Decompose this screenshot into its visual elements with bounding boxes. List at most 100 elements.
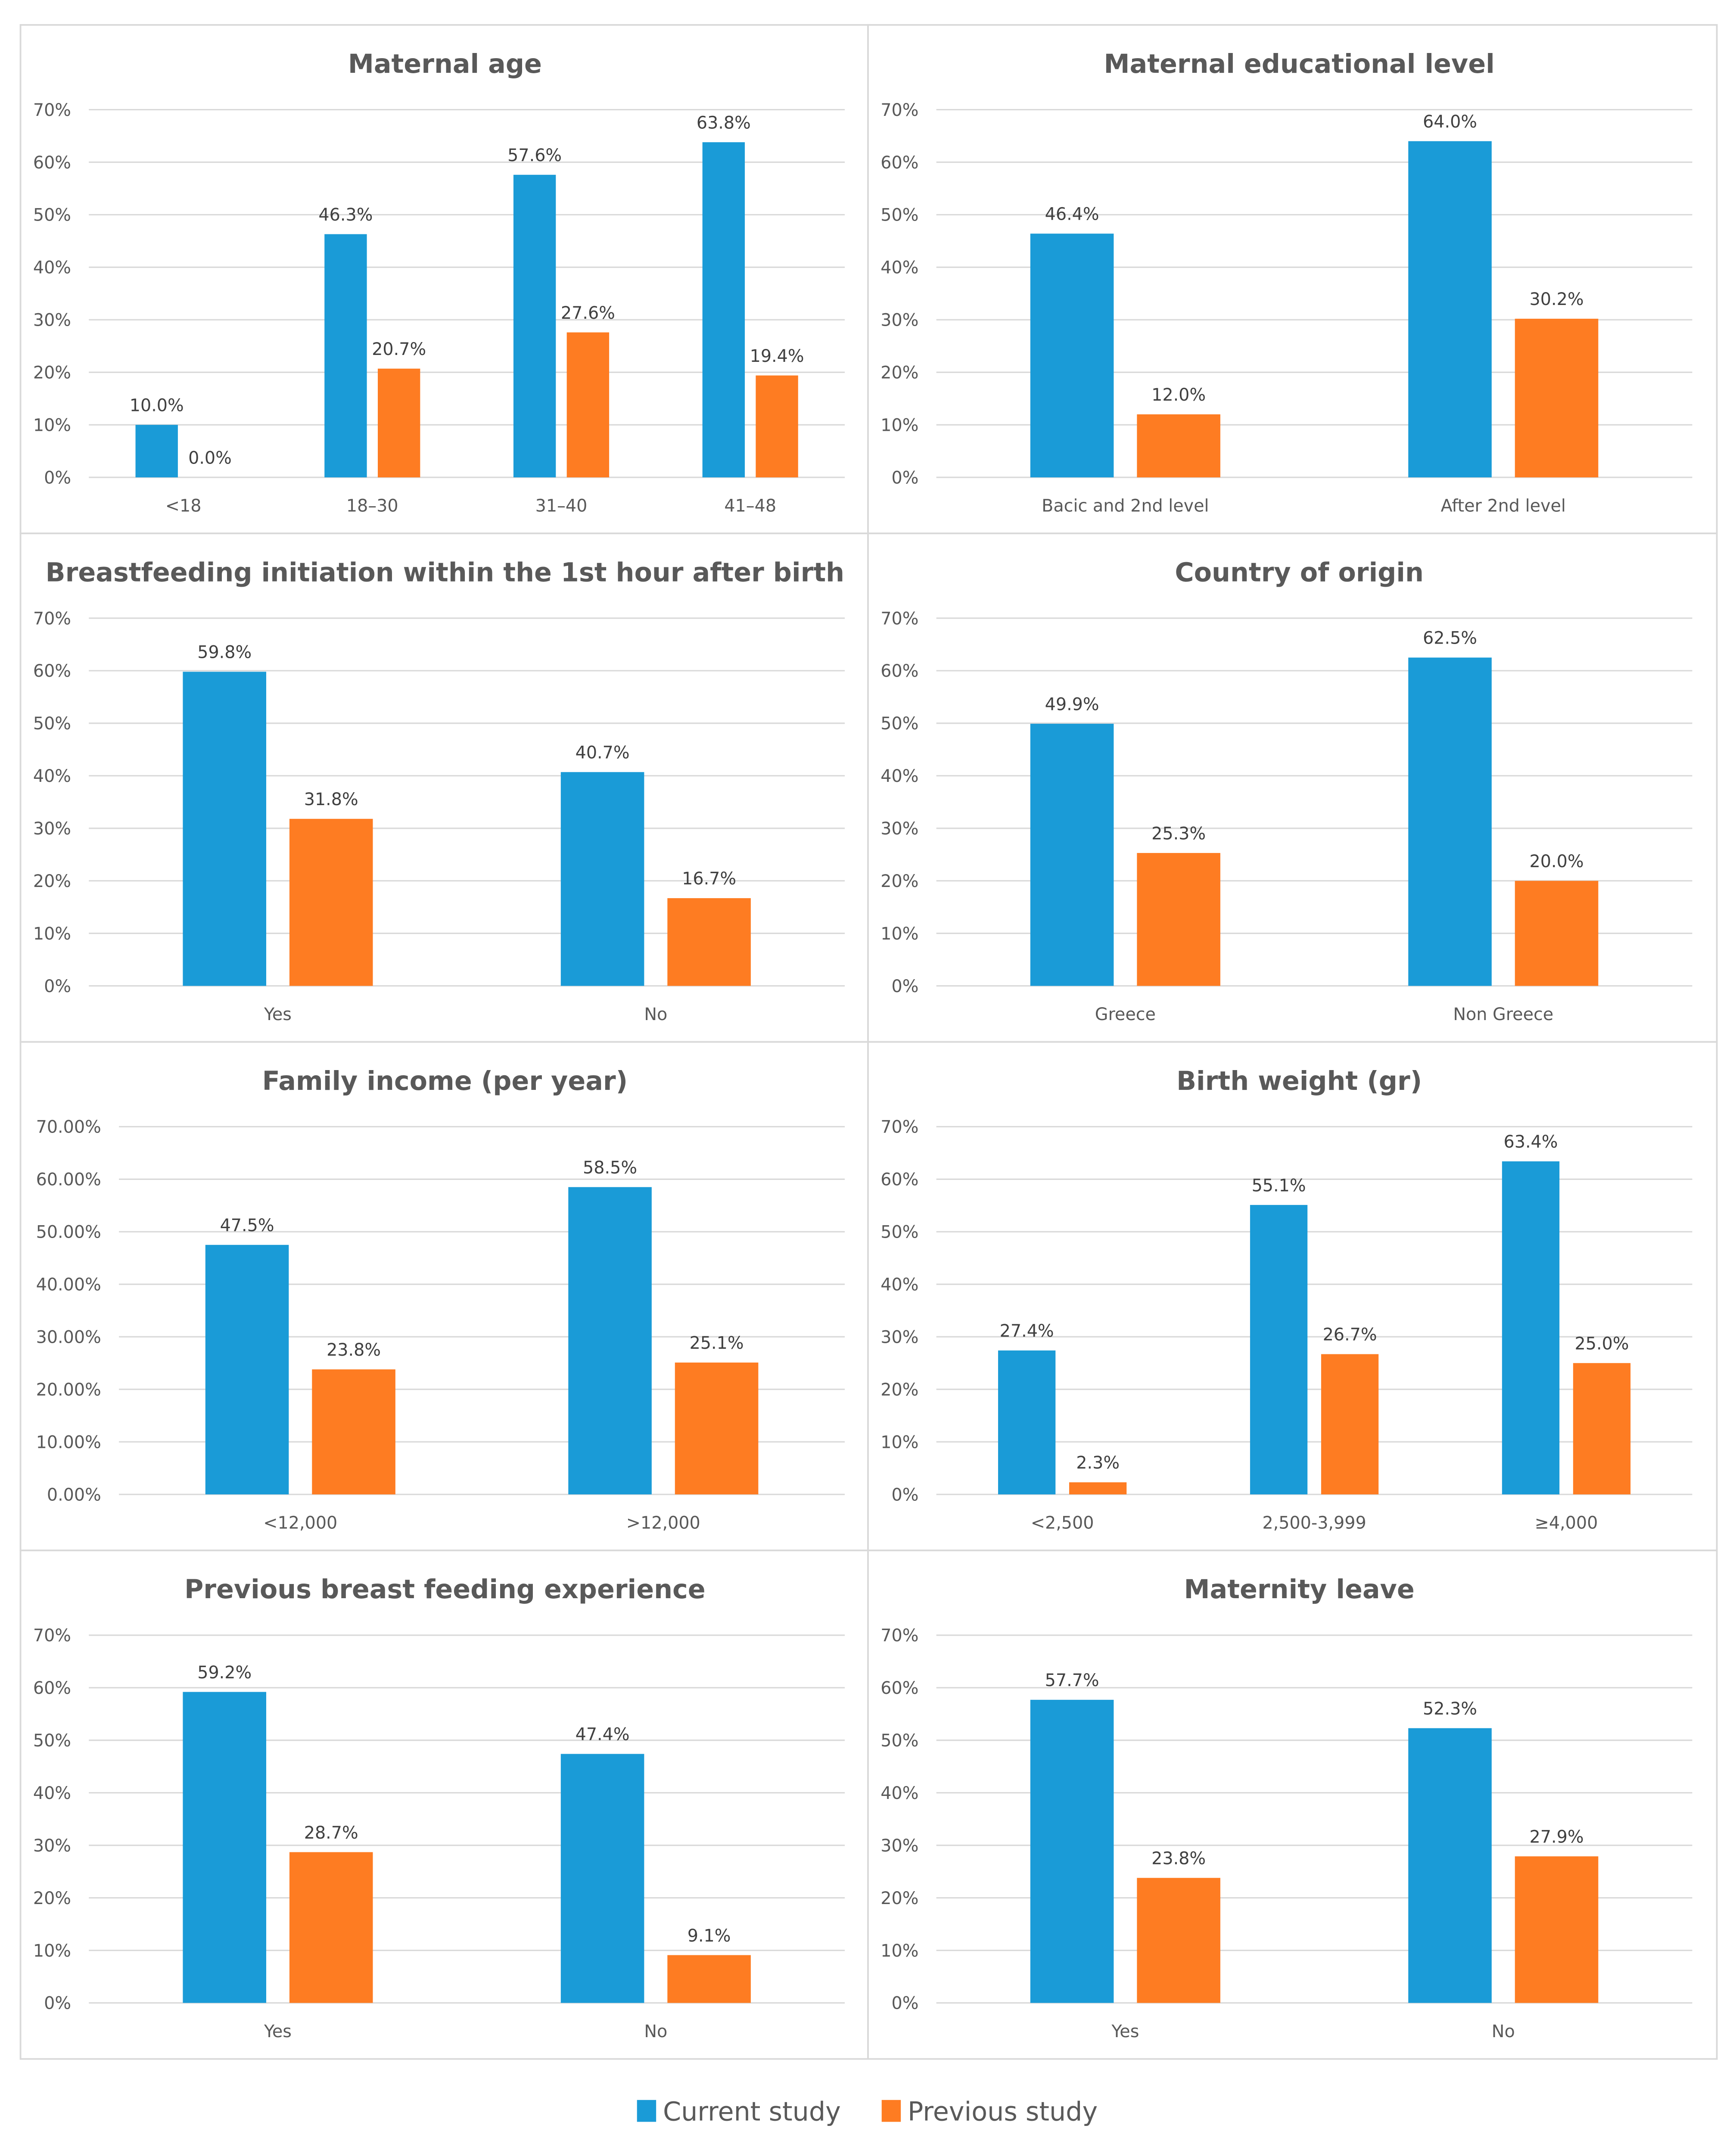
x-category-label: 2,500-3,999 — [1262, 1513, 1366, 1533]
y-tick-label: 20% — [880, 363, 918, 383]
y-tick-label: 30% — [880, 819, 918, 839]
y-tick-label: 40% — [33, 258, 71, 278]
chart-panel: Maternal age 0% 10% 20% 30% 40% 50% 60% 70% 10.0%… — [19, 24, 871, 535]
data-label: 23.8% — [327, 1340, 381, 1360]
legend-swatch-previous — [881, 2100, 901, 2122]
bar-previous-study — [667, 898, 751, 986]
data-label: 63.4% — [1503, 1132, 1558, 1152]
bar-previous-study — [1515, 1856, 1599, 2003]
y-tick-label: 60% — [880, 1678, 918, 1698]
bar-previous-study — [289, 818, 373, 986]
y-tick-label: 30% — [33, 311, 71, 330]
data-label: 12.0% — [1151, 385, 1206, 405]
bar-current-study — [560, 772, 644, 986]
y-tick-label: 10% — [33, 415, 71, 435]
bar-current-study — [1030, 233, 1114, 478]
y-tick-label: 10% — [33, 924, 71, 944]
chart-panel: Country of origin 0% 10% 20% 30% 40% 50% 60% 70%… — [867, 532, 1718, 1043]
legend: Current study Previous study — [637, 2097, 1098, 2127]
data-label: 57.7% — [1045, 1671, 1099, 1690]
data-label: 40.7% — [576, 743, 630, 763]
bar-current-study — [183, 672, 266, 986]
bar-current-study — [1030, 724, 1114, 986]
bar-current-study — [1250, 1205, 1308, 1495]
chart-title: Maternal age — [348, 49, 542, 79]
bar-previous-study — [312, 1369, 395, 1495]
bar-current-study — [1502, 1161, 1560, 1495]
bar-current-study — [135, 425, 178, 478]
data-label: 31.8% — [304, 790, 358, 809]
y-tick-label: 40% — [880, 1783, 918, 1803]
data-label: 63.8% — [697, 113, 751, 133]
x-category-label: <18 — [165, 496, 202, 516]
y-tick-label: 30.00% — [36, 1327, 101, 1347]
y-tick-label: 0% — [44, 1994, 71, 2013]
y-tick-label: 0% — [891, 1485, 918, 1505]
chart-panel: Maternal educational level 0% 10% 20% 30% 40%… — [867, 24, 1718, 535]
y-tick-label: 30% — [880, 311, 918, 330]
x-category-label: Greece — [1095, 1005, 1156, 1024]
y-tick-label: 20% — [880, 1380, 918, 1400]
x-category-label: >12,000 — [626, 1513, 700, 1533]
bar-current-study — [513, 174, 556, 478]
y-tick-label: 20% — [33, 363, 71, 383]
bar-previous-study — [756, 375, 798, 478]
y-tick-label: 60% — [33, 661, 71, 681]
chart-title: Country of origin — [1175, 557, 1423, 588]
data-label: 46.4% — [1045, 205, 1099, 224]
bar-current-study — [568, 1187, 652, 1495]
y-tick-label: 20% — [33, 871, 71, 891]
data-label: 10.0% — [130, 395, 184, 415]
y-tick-label: 50% — [33, 1731, 71, 1751]
data-label: 27.4% — [1000, 1321, 1054, 1341]
bar-current-study — [1408, 141, 1492, 478]
chart-panel: Breastfeeding initiation within the 1st … — [19, 532, 871, 1043]
data-label: 20.7% — [372, 339, 426, 359]
bar-current-study — [702, 142, 745, 478]
bar-previous-study — [667, 1955, 751, 2003]
y-tick-label: 50% — [880, 1731, 918, 1751]
bar-previous-study — [378, 368, 420, 478]
x-category-label: No — [644, 2022, 667, 2041]
bar-current-study — [324, 234, 367, 478]
data-label: 19.4% — [750, 346, 804, 366]
y-tick-label: 60% — [33, 153, 71, 173]
legend-label-current: Current study — [663, 2097, 841, 2127]
data-label: 26.7% — [1323, 1325, 1377, 1345]
chart-panel: Previous breast feeding experience 0% 10% 2… — [19, 1550, 871, 2060]
y-tick-label: 40% — [880, 1275, 918, 1295]
chart-title: Maternal educational level — [1104, 49, 1495, 79]
bar-current-study — [1408, 657, 1492, 986]
y-tick-label: 30% — [33, 1836, 71, 1856]
chart-panel: Birth weight (gr) 0% 10% 20% 30% 40% 50% 60% 70%… — [867, 1041, 1718, 1552]
data-label: 20.0% — [1530, 852, 1584, 871]
data-label: 27.9% — [1530, 1827, 1584, 1847]
bar-previous-study — [1137, 414, 1220, 478]
data-label: 25.1% — [690, 1333, 744, 1353]
y-tick-label: 10% — [33, 1941, 71, 1961]
data-label: 57.6% — [507, 146, 562, 165]
data-label: 49.9% — [1045, 694, 1099, 714]
data-label: 47.5% — [220, 1216, 274, 1235]
bar-previous-study — [1069, 1482, 1127, 1495]
y-tick-label: 40% — [880, 766, 918, 786]
data-label: 27.6% — [561, 303, 615, 323]
y-tick-label: 20.00% — [36, 1380, 101, 1400]
y-tick-label: 70% — [33, 1626, 71, 1646]
bar-current-study — [183, 1692, 266, 2003]
y-tick-label: 70% — [880, 1117, 918, 1137]
y-tick-label: 70% — [880, 1626, 918, 1646]
data-label: 52.3% — [1423, 1699, 1477, 1719]
chart-title: Previous breast feeding experience — [184, 1575, 706, 1605]
bar-current-study — [1030, 1699, 1114, 2003]
y-tick-label: 10.00% — [36, 1432, 101, 1452]
data-label: 2.3% — [1076, 1453, 1120, 1473]
x-category-label: Non Greece — [1453, 1005, 1553, 1024]
y-tick-label: 20% — [33, 1889, 71, 1908]
y-tick-label: 0% — [44, 977, 71, 996]
bar-previous-study — [566, 332, 610, 478]
data-label: 9.1% — [688, 1926, 731, 1946]
data-label: 62.5% — [1423, 629, 1477, 648]
y-tick-label: 10% — [880, 1432, 918, 1452]
